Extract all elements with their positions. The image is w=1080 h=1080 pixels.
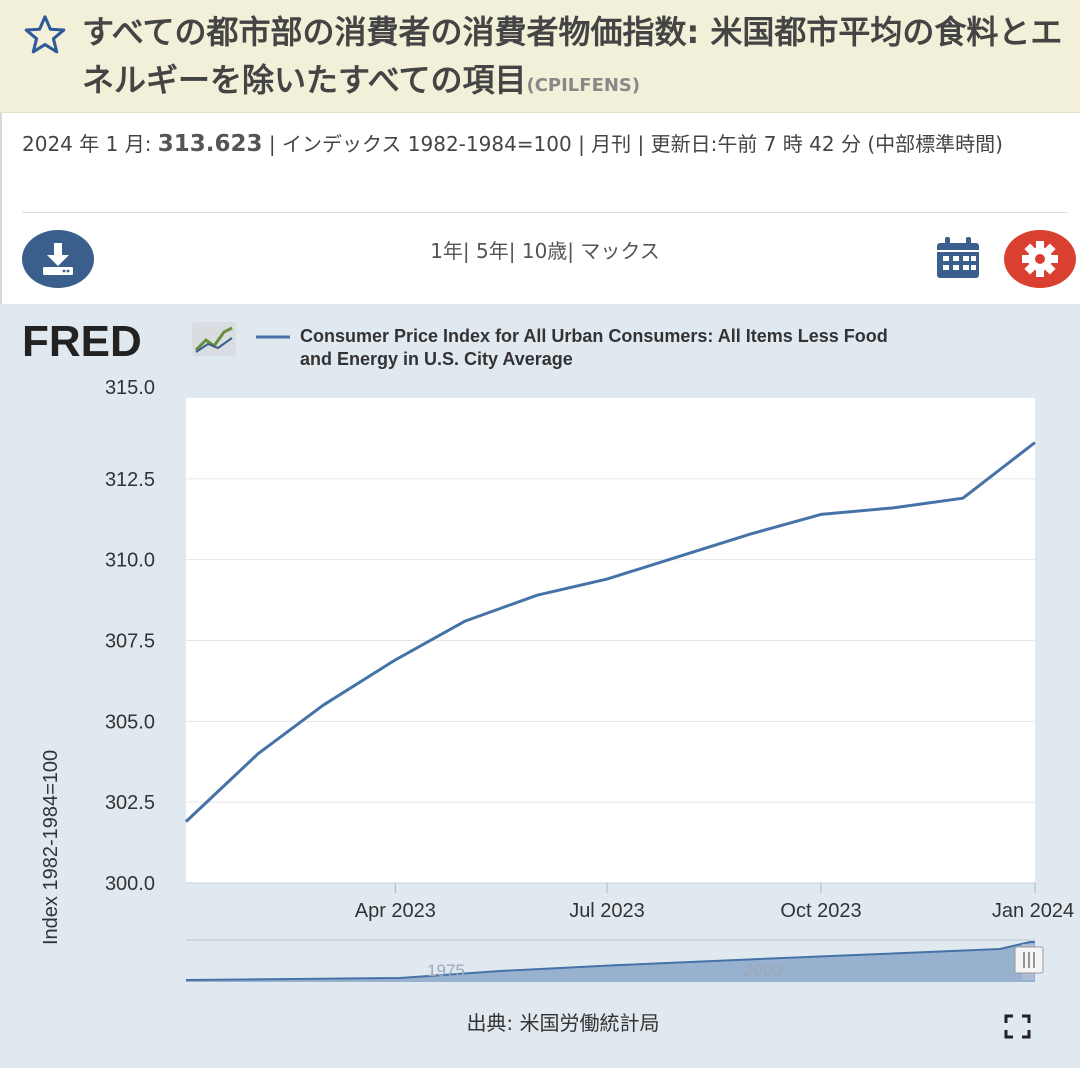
range-navigator[interactable]: 1975 2000 — [185, 939, 1044, 982]
chart-panel: FRED Consumer Price Index for All Urban … — [0, 304, 1080, 1068]
calendar-icon[interactable] — [934, 236, 982, 280]
line-chart[interactable]: FRED Consumer Price Index for All Urban … — [0, 304, 1080, 1068]
legend-label-line: and Energy in U.S. City Average — [300, 349, 573, 369]
series-id: (CPILFENS) — [526, 75, 641, 96]
data-point[interactable] — [890, 505, 896, 511]
data-point[interactable] — [534, 592, 540, 598]
divider — [22, 212, 1068, 213]
source-label: 出典: 米国労働統計局 — [466, 1011, 659, 1035]
footer-strip — [0, 1068, 1080, 1080]
date-range-links[interactable]: 1年| 5年| 10歳| マックス — [430, 239, 660, 263]
legend-label-line: Consumer Price Index for All Urban Consu… — [300, 326, 888, 346]
y-tick-label: 307.5 — [105, 631, 155, 653]
legend-label: Consumer Price Index for All Urban Consu… — [300, 326, 888, 369]
data-point[interactable] — [392, 657, 398, 663]
y-tick-label: 302.5 — [105, 792, 155, 814]
data-point[interactable] — [255, 751, 261, 757]
observation-date: 2024 年 1 月: — [22, 132, 152, 156]
data-point[interactable] — [818, 511, 824, 517]
data-point[interactable] — [1032, 440, 1038, 446]
data-point[interactable] — [320, 702, 326, 708]
fred-logo-graph-icon — [192, 322, 236, 356]
y-tick-label: 310.0 — [105, 550, 155, 572]
x-tick-label: Jul 2023 — [569, 900, 645, 922]
series-line[interactable] — [184, 441, 1036, 823]
download-icon — [43, 243, 73, 275]
star-icon[interactable] — [22, 12, 68, 58]
data-point[interactable] — [604, 576, 610, 582]
page-title: すべての都市部の消費者の消費者物価指数: 米国都市平均の食料とエネルギーを除いた… — [82, 8, 1067, 110]
y-tick-label: 305.0 — [105, 711, 155, 733]
y-tick-label: 300.0 — [105, 873, 155, 895]
y-axis-label: Index 1982-1984=100 — [40, 750, 62, 945]
y-tick-label: 312.5 — [105, 469, 155, 491]
data-point[interactable] — [676, 553, 682, 559]
y-tick-label: 315.0 — [105, 377, 155, 399]
navigator-area — [186, 942, 1035, 982]
data-point[interactable] — [462, 618, 468, 624]
gear-icon — [1022, 241, 1058, 277]
download-button[interactable] — [22, 230, 94, 288]
fullscreen-icon[interactable] — [1004, 1014, 1031, 1039]
data-point[interactable] — [183, 819, 189, 825]
x-axis: Apr 2023 Jul 2023 Oct 2023 Jan 2024 — [186, 882, 1074, 922]
navigator-label-2000: 2000 — [744, 961, 782, 980]
series-details: | インデックス 1982-1984=100 | 月刊 | 更新日:午前 7 時… — [268, 132, 1003, 156]
observation-info: 2024 年 1 月: 313.623 | インデックス 1982-1984=1… — [22, 128, 1062, 160]
x-tick-label: Oct 2023 — [780, 900, 861, 922]
data-point[interactable] — [748, 531, 754, 537]
data-point[interactable] — [960, 495, 966, 501]
x-tick-label: Jan 2024 — [992, 900, 1074, 922]
gridlines — [186, 478, 1035, 803]
title-text: すべての都市部の消費者の消費者物価指数: 米国都市平均の食料とエネルギーを除いた… — [82, 13, 1063, 99]
navigator-label-1975: 1975 — [427, 961, 465, 980]
title-bar: すべての都市部の消費者の消費者物価指数: 米国都市平均の食料とエネルギーを除いた… — [0, 0, 1080, 113]
x-tick-label: Apr 2023 — [355, 900, 436, 922]
y-axis: 300.0 302.5 305.0 307.5 310.0 312.5 315.0 — [105, 377, 155, 895]
settings-button[interactable] — [1004, 230, 1076, 288]
fred-logo[interactable]: FRED — [22, 317, 142, 366]
observation-value: 313.623 — [157, 131, 263, 157]
navigator-handle[interactable] — [1014, 946, 1044, 974]
